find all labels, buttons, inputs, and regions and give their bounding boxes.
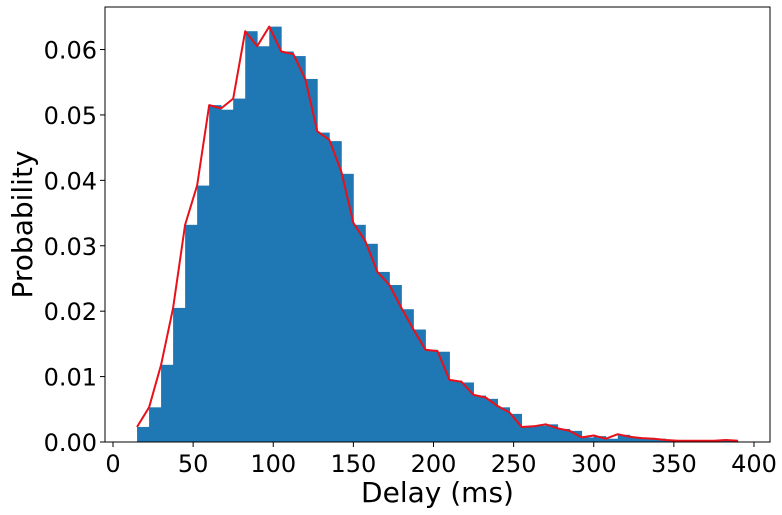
y-tick-label: 0.01: [44, 364, 97, 392]
histogram-bar: [473, 395, 486, 442]
histogram-bar: [629, 437, 643, 442]
histogram-bar: [137, 426, 150, 442]
histogram-bar: [233, 98, 246, 442]
x-tick-label: 200: [411, 450, 457, 478]
y-axis-label: Probability: [6, 150, 39, 298]
histogram-bar: [545, 424, 559, 442]
histogram-bar: [317, 132, 330, 442]
histogram-bar: [497, 407, 511, 442]
histogram-bar: [257, 46, 270, 443]
histogram-bar: [389, 285, 402, 442]
x-tick-label: 150: [330, 450, 376, 478]
histogram-bar: [449, 380, 462, 442]
histogram-bar: [209, 105, 222, 442]
histogram-bar: [617, 434, 631, 442]
histogram-bar: [509, 413, 523, 442]
x-tick-label: 300: [571, 450, 617, 478]
histogram-bar: [305, 78, 318, 442]
plot-frame: [104, 6, 771, 443]
x-tick-label: 0: [105, 450, 120, 478]
histogram-bar: [557, 428, 571, 442]
x-tick-label: 100: [250, 450, 296, 478]
histogram-bar: [461, 382, 474, 442]
y-tick-label: 0.00: [44, 429, 97, 457]
histogram-bar: [161, 364, 174, 442]
x-axis-label: Delay (ms): [361, 476, 514, 509]
histogram-bar: [521, 426, 535, 442]
x-tick-label: 250: [491, 450, 537, 478]
histogram-bar: [485, 398, 498, 442]
x-tick-label: 400: [731, 450, 777, 478]
x-axis-ticks: 0 50 100 150 200 250 300 350 400: [105, 442, 777, 478]
histogram-bar: [581, 437, 595, 442]
histogram-bar: [329, 141, 342, 442]
y-tick-label: 0.05: [44, 102, 97, 130]
histogram-bar: [197, 185, 210, 442]
histogram-bar: [245, 31, 258, 443]
histogram-bar: [149, 407, 162, 442]
histogram-bar: [353, 224, 366, 442]
y-tick-label: 0.06: [44, 37, 97, 65]
histogram-bar: [605, 438, 619, 442]
histogram-bar: [425, 349, 438, 442]
histogram-bar: [221, 109, 234, 442]
x-tick-label: 50: [178, 450, 209, 478]
histogram-bar: [281, 51, 294, 442]
density-line: [136, 25, 739, 442]
histogram-bar: [365, 243, 378, 442]
histogram-bar: [413, 329, 426, 442]
histogram-bar: [569, 430, 583, 442]
y-axis-ticks: 0.00 0.01 0.02 0.03 0.04 0.05 0.06: [44, 37, 105, 457]
histogram-bar: [185, 224, 198, 442]
histogram-bar: [269, 26, 282, 443]
histogram-bar: [593, 436, 607, 442]
histogram-bar: [341, 173, 354, 442]
histogram-bar: [173, 307, 186, 442]
histogram-bars: [137, 26, 739, 443]
y-tick-label: 0.04: [44, 167, 97, 195]
x-tick-label: 350: [651, 450, 697, 478]
histogram-bar: [377, 271, 390, 442]
y-tick-label: 0.02: [44, 298, 97, 326]
y-tick-label: 0.03: [44, 233, 97, 261]
histogram-bar: [293, 56, 306, 442]
histogram-bar: [401, 309, 414, 442]
histogram-bar: [533, 425, 547, 442]
histogram-bar: [641, 438, 655, 442]
